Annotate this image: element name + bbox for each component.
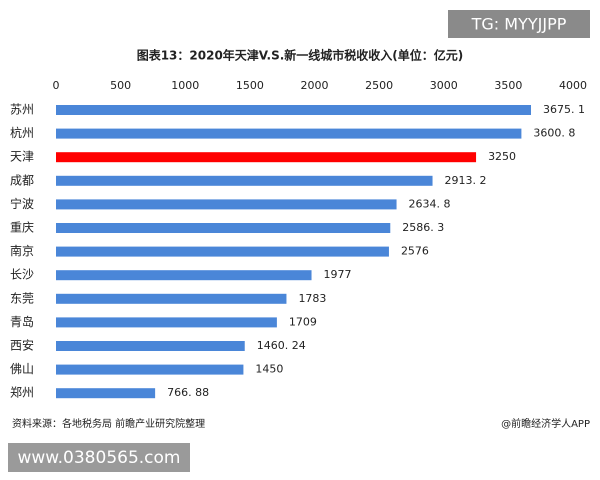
bar (56, 152, 477, 163)
y-tick-label: 宁波 (10, 196, 34, 211)
value-label: 1460. 24 (257, 339, 306, 352)
source-note: 资料来源：各地税务局 前瞻产业研究院整理 (12, 417, 205, 430)
value-label: 2576 (401, 245, 429, 258)
bar (56, 128, 522, 139)
x-tick-label: 1500 (236, 79, 264, 92)
x-tick-label: 4000 (559, 79, 587, 92)
y-tick-label: 重庆 (10, 221, 34, 235)
bar (56, 388, 156, 399)
chart-title: 图表13：2020年天津V.S.新一线城市税收收入(单位：亿元) (137, 48, 464, 63)
bar (56, 105, 532, 115)
y-tick-label: 西安 (10, 338, 34, 353)
bar (56, 364, 244, 375)
bar (56, 270, 312, 281)
y-tick-label: 东莞 (10, 291, 34, 305)
y-tick-label: 青岛 (10, 314, 34, 329)
x-tick-label: 3000 (430, 79, 458, 92)
x-tick-label: 2500 (365, 79, 393, 92)
bar (56, 246, 389, 257)
value-label: 766. 88 (167, 386, 209, 399)
x-tick-label: 0 (53, 79, 60, 92)
y-tick-label: 南京 (10, 243, 34, 258)
y-tick-label: 成都 (10, 173, 34, 187)
value-label: 1450 (255, 363, 283, 376)
url-box (8, 443, 190, 472)
tag-text: TG: MYYJJPP (471, 15, 567, 34)
bar (56, 175, 433, 186)
url-text: www.0380565.com (18, 448, 181, 468)
x-tick-label: 3500 (494, 79, 522, 92)
y-tick-label: 佛山 (10, 362, 34, 376)
x-tick-label: 500 (110, 79, 131, 92)
tag-box (448, 10, 590, 38)
value-label: 1977 (324, 268, 352, 281)
value-label: 3675. 1 (543, 103, 585, 116)
bar (56, 317, 277, 328)
bar (56, 341, 245, 351)
value-label: 2634. 8 (409, 197, 451, 210)
y-tick-label: 杭州 (10, 125, 34, 140)
x-tick-label: 2000 (301, 79, 329, 92)
y-tick-label: 天津 (10, 150, 34, 164)
bar (56, 293, 287, 304)
y-tick-label: 郑州 (10, 385, 34, 400)
value-label: 1783 (298, 292, 326, 305)
value-label: 2586. 3 (402, 221, 444, 234)
value-label: 3250 (488, 150, 516, 163)
bar (56, 199, 397, 210)
value-label: 2913. 2 (445, 174, 487, 187)
y-tick-label: 长沙 (10, 268, 34, 282)
bar (56, 223, 391, 233)
x-tick-label: 1000 (171, 79, 199, 92)
value-label: 1709 (289, 315, 317, 328)
credit: @前瞻经济学人APP (501, 417, 590, 430)
value-label: 3600. 8 (533, 127, 575, 140)
y-tick-label: 苏州 (10, 103, 34, 117)
